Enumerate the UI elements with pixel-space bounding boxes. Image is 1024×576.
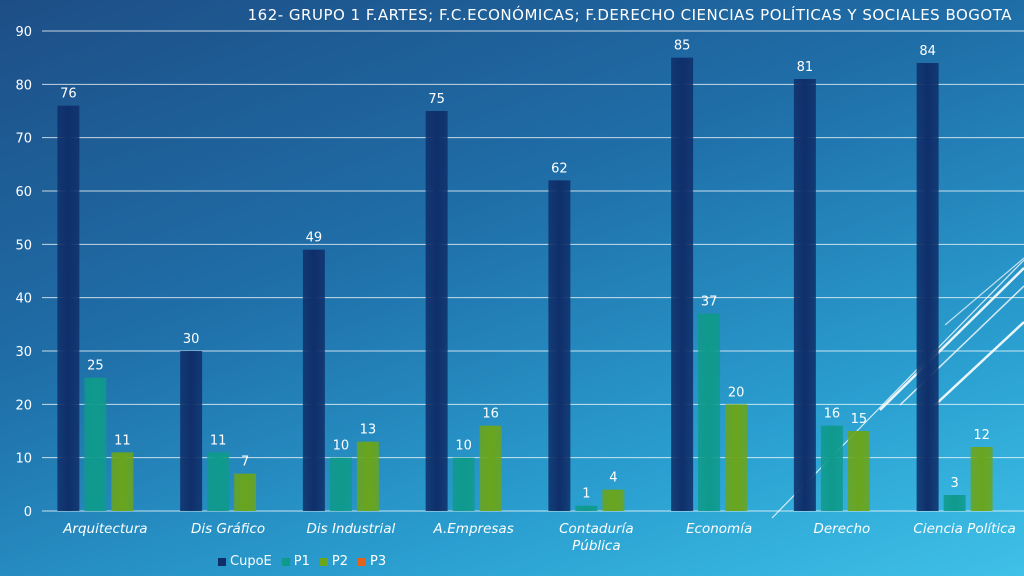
x-tick-label-line: Ciencia Política [913, 521, 1015, 537]
data-label: 13 [360, 423, 377, 438]
bar-cupoe [793, 79, 816, 511]
legend-swatch [358, 557, 366, 566]
bar-cupoe [916, 63, 939, 511]
y-tick-label: 80 [15, 78, 32, 93]
bar-p1 [329, 457, 352, 511]
chart-legend: CupoE P1 P2 P3 [218, 554, 386, 569]
x-tick-label: Dis Industrial [306, 521, 395, 537]
data-label: 76 [60, 87, 77, 102]
data-label: 20 [728, 385, 745, 400]
legend-label: P3 [370, 554, 387, 569]
y-tick-label: 50 [15, 238, 32, 253]
y-tick-label: 20 [15, 398, 32, 413]
legend-item-p1: P1 [281, 554, 310, 569]
data-label: 10 [333, 439, 350, 454]
bar-p2 [111, 452, 134, 511]
data-label: 30 [183, 332, 200, 347]
bar-cupoe [548, 180, 571, 512]
bar-p2 [356, 441, 379, 511]
legend-item-p2: P2 [319, 554, 348, 569]
x-tick-label-line: Economía [686, 521, 752, 537]
data-label: 11 [114, 433, 131, 448]
bar-p1 [943, 495, 966, 511]
x-tick-label-line: Contaduría [559, 521, 634, 537]
data-label: 12 [973, 428, 990, 443]
data-label: 75 [428, 92, 445, 107]
bar-p2 [479, 425, 502, 511]
bar-p1 [575, 505, 598, 511]
data-label: 3 [950, 476, 958, 491]
chart-title: 162- GRUPO 1 F.ARTES; F.C.ECONÓMICAS; F.… [247, 6, 1012, 24]
x-tick-label: A.Empresas [433, 521, 514, 537]
bar-p2 [602, 489, 625, 511]
legend-item-cupoe: CupoE [218, 554, 272, 569]
bar-cupoe [671, 57, 694, 512]
data-label: 11 [210, 433, 227, 448]
data-label: 49 [306, 231, 323, 246]
legend-swatch [281, 557, 290, 566]
data-label: 7 [241, 455, 249, 470]
bar-p1 [207, 452, 230, 511]
x-tick-label-line: A.Empresas [433, 521, 514, 537]
data-label: 85 [674, 39, 691, 54]
bar-p1 [698, 313, 721, 511]
x-tick-label: Ciencia Política [913, 521, 1015, 537]
x-tick-label-line: Dis Industrial [306, 521, 395, 537]
legend-label: P1 [293, 554, 310, 569]
x-tick-label-line: Arquitectura [62, 521, 147, 537]
x-tick-label-line: Derecho [813, 521, 870, 537]
legend-item-p3: P3 [358, 554, 386, 569]
bar-p2 [725, 404, 748, 511]
legend-swatch [319, 557, 328, 566]
y-tick-label: 10 [15, 452, 32, 467]
x-tick-label-line: Dis Gráfico [191, 521, 265, 537]
data-label: 37 [701, 295, 718, 310]
x-tick-label-line: Pública [572, 538, 620, 554]
bar-p2 [847, 431, 870, 511]
data-label: 4 [609, 471, 617, 486]
bar-cupoe [425, 111, 448, 511]
data-label: 10 [455, 439, 472, 454]
data-label: 62 [551, 161, 568, 176]
data-label: 81 [797, 60, 814, 75]
data-label: 25 [87, 359, 104, 374]
bar-p1 [820, 425, 843, 511]
data-label: 16 [482, 407, 499, 422]
x-tick-label: Economía [686, 521, 752, 537]
data-label: 15 [851, 412, 868, 427]
bar-cupoe [180, 351, 203, 511]
legend-swatch [218, 557, 226, 566]
x-tick-label: Contaduría Pública [559, 521, 634, 554]
y-tick-label: 60 [15, 185, 32, 200]
y-tick-label: 30 [15, 345, 32, 360]
bar-p2 [970, 447, 993, 511]
x-tick-label: Derecho [813, 521, 870, 537]
bar-p1 [84, 377, 107, 511]
legend-label: CupoE [230, 554, 272, 569]
x-tick-label: Dis Gráfico [191, 521, 265, 537]
y-tick-label: 90 [15, 25, 32, 40]
y-tick-label: 0 [24, 505, 32, 520]
y-tick-label: 70 [15, 132, 32, 147]
y-tick-label: 40 [15, 292, 32, 307]
bar-p2 [234, 473, 257, 511]
bar-cupoe [302, 249, 325, 511]
legend-label: P2 [331, 554, 348, 569]
data-label: 84 [919, 44, 936, 59]
data-label: 1 [582, 487, 590, 502]
bar-cupoe [57, 105, 80, 512]
data-label: 16 [824, 407, 841, 422]
x-tick-label: Arquitectura [62, 521, 147, 537]
bar-p1 [452, 457, 475, 511]
